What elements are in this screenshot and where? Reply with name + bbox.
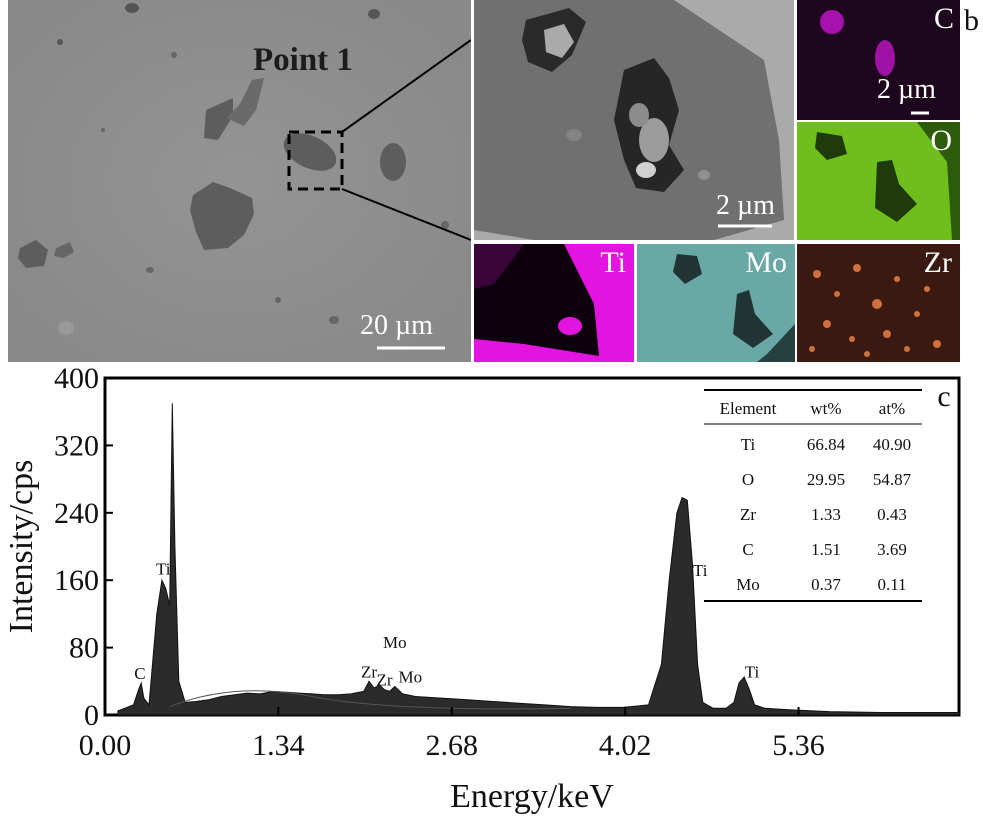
map-ti-image	[474, 244, 634, 362]
map-ti-label: Ti	[600, 246, 626, 279]
scale-bar-map-label: 2 µm	[877, 74, 936, 105]
table-cell: 66.84	[807, 435, 846, 454]
table-cell: 0.43	[877, 505, 907, 524]
x-tick-label: 0.00	[79, 729, 132, 762]
sem-zoom-image	[474, 0, 794, 240]
table-header: at%	[879, 399, 905, 418]
table-cell: 0.11	[877, 575, 906, 594]
x-tick-label: 1.34	[252, 729, 305, 762]
map-zr: Zr	[797, 244, 960, 362]
peak-label: Ti	[156, 560, 171, 579]
peak-label: Zr	[376, 671, 392, 690]
eds-spectrum-chart: 0.00 1.34 2.68 4.02 5.36 0 80 160 240 320 400 Energ…	[3, 366, 961, 815]
table-cell: 0.37	[811, 575, 841, 594]
scale-bar-main-label: 20 µm	[360, 310, 433, 341]
map-mo: Mo	[637, 244, 795, 362]
y-tick-label: 160	[54, 564, 99, 597]
panel-b-label: b	[964, 4, 979, 37]
table-cell: 1.33	[811, 505, 841, 524]
map-c: C 2 µm	[797, 0, 960, 120]
scale-bar-zoom-label: 2 µm	[716, 190, 775, 221]
table-cell: 40.90	[873, 435, 911, 454]
point-label: Point 1	[253, 42, 353, 78]
x-tick-label: 2.68	[426, 729, 479, 762]
table-cell: C	[742, 540, 753, 559]
table-cell: O	[742, 470, 754, 489]
background-curve	[169, 690, 571, 710]
table-cell: Mo	[736, 575, 760, 594]
map-o: O	[797, 122, 960, 240]
peak-label: Ti	[693, 561, 708, 580]
map-ti: Ti	[474, 244, 634, 362]
table-cell: 54.87	[873, 470, 912, 489]
map-zr-label: Zr	[923, 246, 952, 279]
sem-overview-panel: Point 1 20 µm	[8, 0, 471, 362]
x-axis-label: Energy/keV	[450, 778, 614, 815]
peak-label: Zr	[361, 662, 377, 681]
table-cell: Zr	[740, 505, 756, 524]
peak-label: C	[134, 664, 145, 683]
panel-c-label: c	[937, 380, 950, 413]
peak-label: Mo	[399, 667, 423, 686]
peak-label: Mo	[383, 633, 407, 652]
map-o-label: O	[930, 124, 952, 157]
table-cell: 3.69	[877, 540, 907, 559]
y-tick-label: 400	[54, 366, 99, 395]
x-tick-label: 4.02	[599, 729, 652, 762]
table-cell: Ti	[741, 435, 756, 454]
table-header: wt%	[810, 399, 841, 418]
table-cell: 29.95	[807, 470, 845, 489]
plot-frame	[103, 376, 961, 717]
x-tick-label: 5.36	[772, 729, 825, 762]
sem-overview-image	[8, 0, 471, 362]
table-header: Element	[720, 399, 777, 418]
spectrum-series	[117, 403, 960, 716]
y-tick-label: 80	[69, 632, 99, 665]
map-c-image	[820, 10, 929, 115]
sem-zoom-panel: 2 µm	[474, 0, 794, 240]
map-o-image	[797, 122, 952, 240]
y-tick-label: 240	[54, 497, 99, 530]
y-axis-label: Intensity/cps	[3, 460, 40, 634]
map-mo-label: Mo	[745, 246, 787, 279]
y-tick-label: 320	[54, 429, 99, 462]
map-c-label: C	[933, 2, 954, 35]
map-mo-image	[637, 244, 795, 362]
table-cell: 1.51	[811, 540, 841, 559]
y-tick-label: 0	[84, 699, 99, 732]
map-zr-image	[809, 264, 941, 357]
peak-label: Ti	[745, 662, 760, 681]
